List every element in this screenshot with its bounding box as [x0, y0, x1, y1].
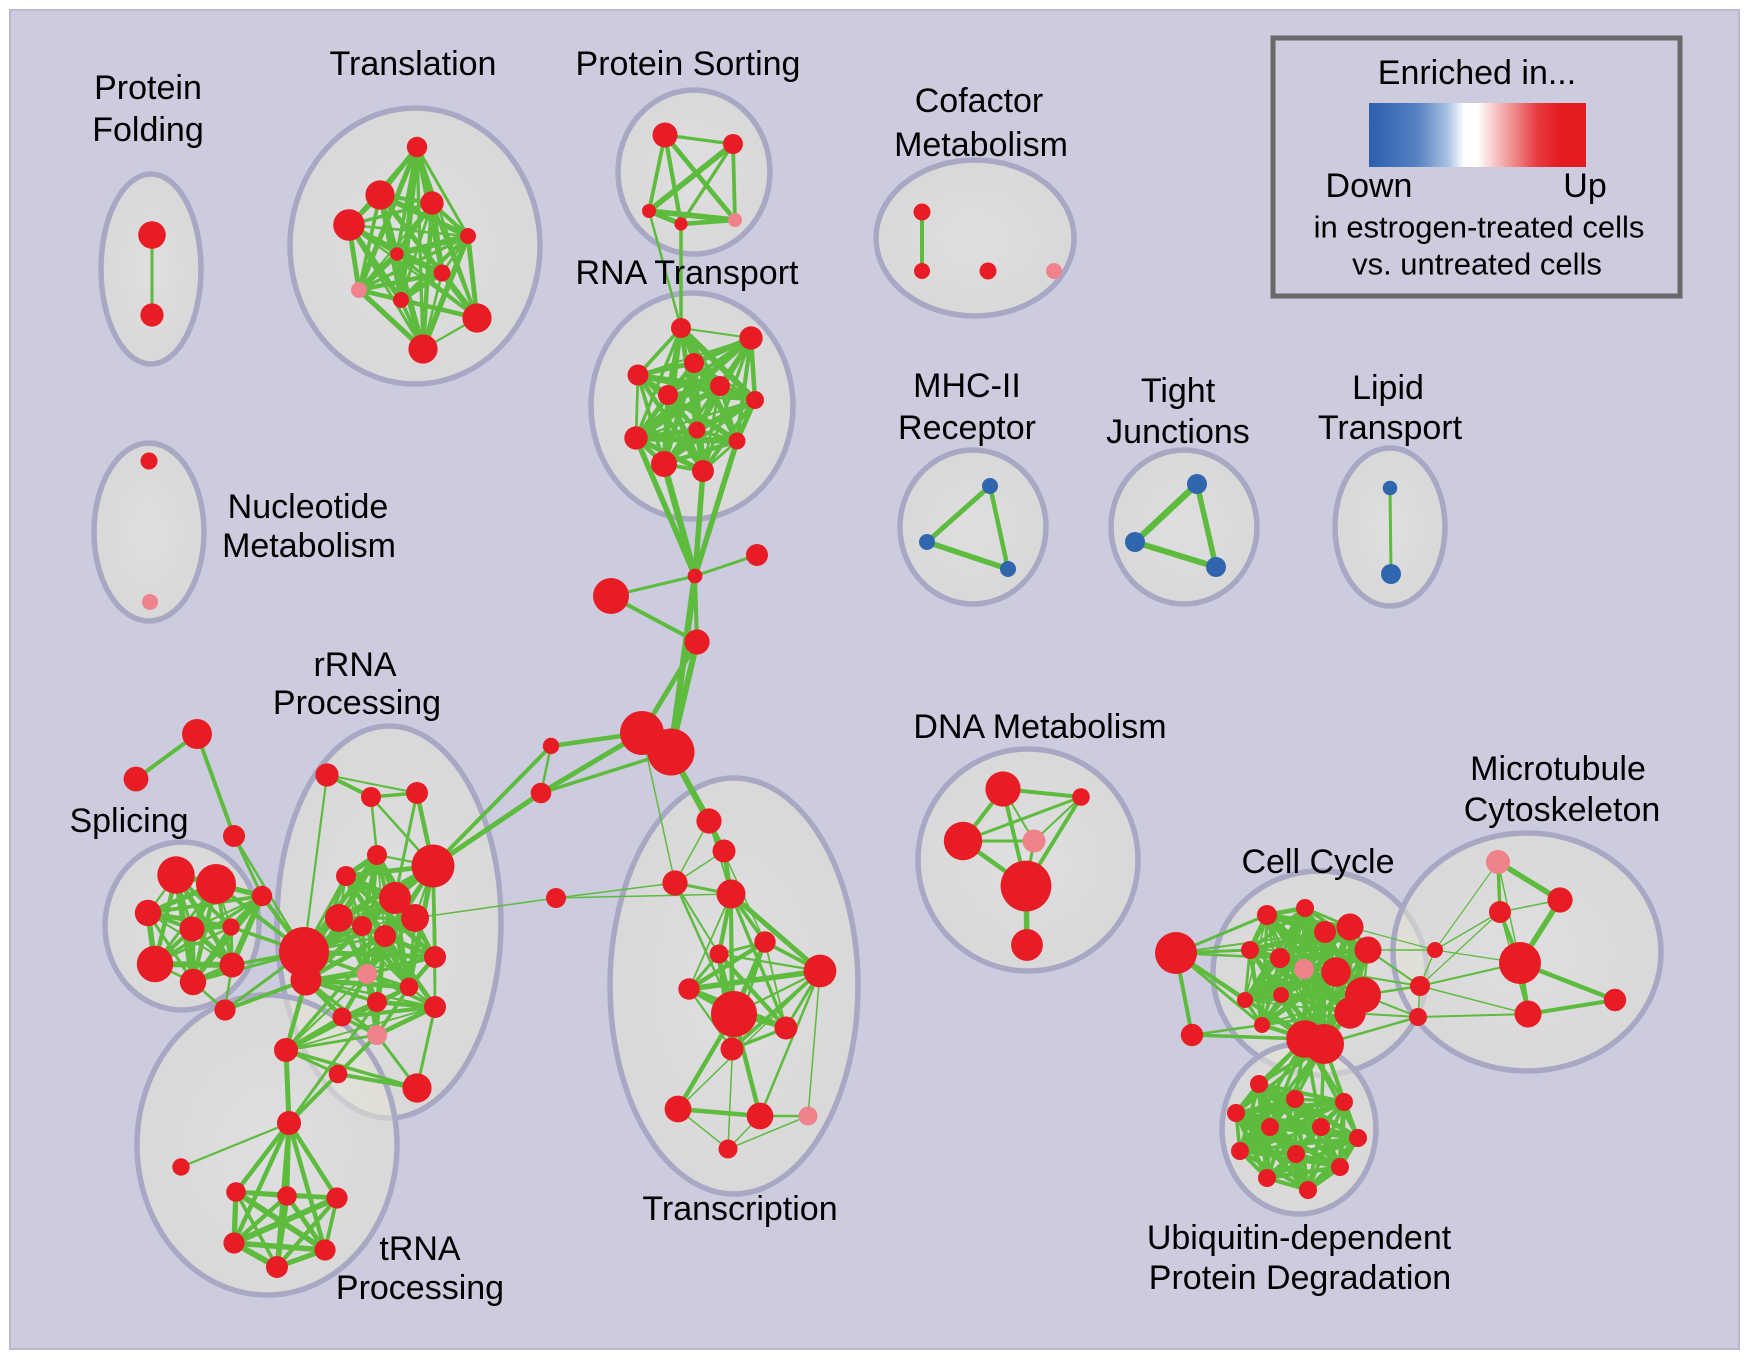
svg-text:MHC-II: MHC-II	[913, 367, 1021, 405]
svg-text:Metabolism: Metabolism	[894, 126, 1068, 164]
svg-text:in estrogen-treated cells: in estrogen-treated cells	[1314, 210, 1645, 245]
svg-text:Up: Up	[1563, 167, 1606, 205]
svg-text:Transcription: Transcription	[642, 1190, 837, 1228]
svg-text:Translation: Translation	[330, 45, 497, 83]
svg-text:Folding: Folding	[92, 111, 204, 149]
svg-text:rRNA: rRNA	[313, 646, 396, 684]
svg-text:Splicing: Splicing	[69, 802, 188, 840]
svg-text:Lipid: Lipid	[1352, 369, 1424, 407]
svg-text:Metabolism: Metabolism	[222, 527, 396, 565]
svg-text:tRNA: tRNA	[379, 1230, 461, 1268]
svg-text:Receptor: Receptor	[898, 409, 1036, 447]
svg-text:DNA Metabolism: DNA Metabolism	[913, 708, 1166, 746]
svg-text:Processing: Processing	[336, 1269, 504, 1307]
svg-text:Enriched in...: Enriched in...	[1378, 54, 1576, 92]
svg-text:Protein: Protein	[94, 69, 202, 107]
svg-text:Protein Degradation: Protein Degradation	[1149, 1259, 1451, 1297]
svg-text:Down: Down	[1326, 167, 1413, 205]
svg-text:Tight: Tight	[1141, 372, 1216, 410]
svg-text:Processing: Processing	[273, 684, 441, 722]
svg-text:Junctions: Junctions	[1106, 413, 1250, 451]
svg-text:RNA Transport: RNA Transport	[576, 254, 800, 292]
svg-text:Transport: Transport	[1318, 409, 1463, 447]
svg-text:Nucleotide: Nucleotide	[228, 488, 389, 526]
svg-text:Cytoskeleton: Cytoskeleton	[1464, 791, 1661, 829]
svg-text:Cofactor: Cofactor	[915, 82, 1044, 120]
svg-text:Microtubule: Microtubule	[1470, 750, 1646, 788]
svg-text:Cell Cycle: Cell Cycle	[1241, 843, 1394, 881]
svg-text:Protein Sorting: Protein Sorting	[576, 45, 801, 83]
svg-text:Ubiquitin-dependent: Ubiquitin-dependent	[1147, 1219, 1452, 1257]
svg-text:vs. untreated cells: vs. untreated cells	[1352, 247, 1602, 282]
